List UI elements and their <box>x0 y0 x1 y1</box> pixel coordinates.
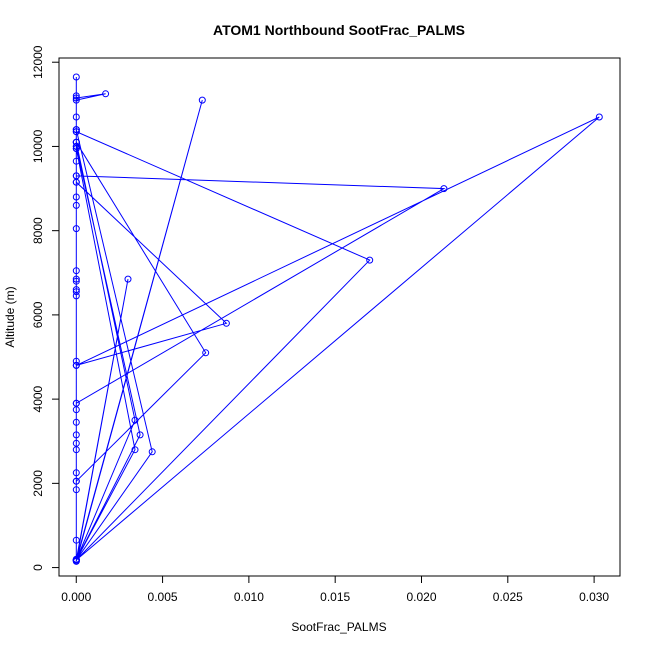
data-point <box>72 536 80 544</box>
y-tick-label: 4000 <box>31 385 45 412</box>
data-point <box>102 90 110 98</box>
y-axis-label: Altitude (m) <box>3 286 17 347</box>
data-point <box>72 73 80 81</box>
y-tick-label: 12000 <box>31 45 45 79</box>
data-point <box>72 138 80 146</box>
data-point <box>366 256 374 264</box>
data-point <box>72 357 80 365</box>
data-point <box>72 477 80 485</box>
data-point <box>202 349 210 357</box>
y-tick-label: 6000 <box>31 301 45 328</box>
x-tick-label: 0.005 <box>148 590 178 604</box>
y-tick-label: 10000 <box>31 129 45 163</box>
plot-frame <box>58 57 621 577</box>
data-point <box>595 113 603 121</box>
data-point <box>72 288 80 296</box>
data-point <box>124 275 132 283</box>
data-point <box>222 319 230 327</box>
x-axis: 0.000 0.005 0.010 0.015 0.020 0.025 0.030 <box>61 576 609 604</box>
x-axis-label: SootFrac_PALMS <box>291 620 386 634</box>
data-point <box>72 267 80 275</box>
data-point <box>131 446 139 454</box>
x-tick-label: 0.010 <box>234 590 264 604</box>
data-point <box>72 446 80 454</box>
data-point <box>72 178 80 186</box>
plot-points <box>72 73 603 565</box>
y-tick-label: 0 <box>31 564 45 571</box>
chart-title: ATOM1 Northbound SootFrac_PALMS <box>213 22 465 38</box>
data-point <box>72 418 80 426</box>
data-point <box>72 361 80 369</box>
data-point <box>72 92 80 100</box>
y-tick-label: 8000 <box>31 217 45 244</box>
data-point <box>72 275 80 283</box>
data-point <box>72 193 80 201</box>
data-point <box>131 416 139 424</box>
data-point <box>72 157 80 165</box>
data-point <box>72 96 80 104</box>
data-point <box>72 556 80 564</box>
x-tick-label: 0.000 <box>61 590 91 604</box>
x-tick-label: 0.025 <box>493 590 523 604</box>
y-axis: 0 2000 4000 6000 8000 10000 12000 <box>31 45 59 571</box>
data-point <box>72 292 80 300</box>
data-point <box>72 201 80 209</box>
data-point <box>72 399 80 407</box>
data-point <box>72 142 80 150</box>
data-point <box>136 431 144 439</box>
data-point <box>72 469 80 477</box>
x-tick-label: 0.015 <box>320 590 350 604</box>
x-tick-label: 0.030 <box>579 590 609 604</box>
y-tick-label: 2000 <box>31 470 45 497</box>
data-point <box>198 96 206 104</box>
data-point <box>72 128 80 136</box>
data-point <box>72 113 80 121</box>
plot-lines <box>75 77 600 562</box>
data-point <box>148 448 156 456</box>
data-point <box>72 225 80 233</box>
data-point <box>440 185 448 193</box>
data-point <box>72 126 80 134</box>
data-point <box>72 486 80 494</box>
data-point <box>72 277 80 285</box>
data-point <box>72 94 80 102</box>
data-point <box>72 431 80 439</box>
x-tick-label: 0.020 <box>406 590 436 604</box>
series-line <box>75 77 600 562</box>
